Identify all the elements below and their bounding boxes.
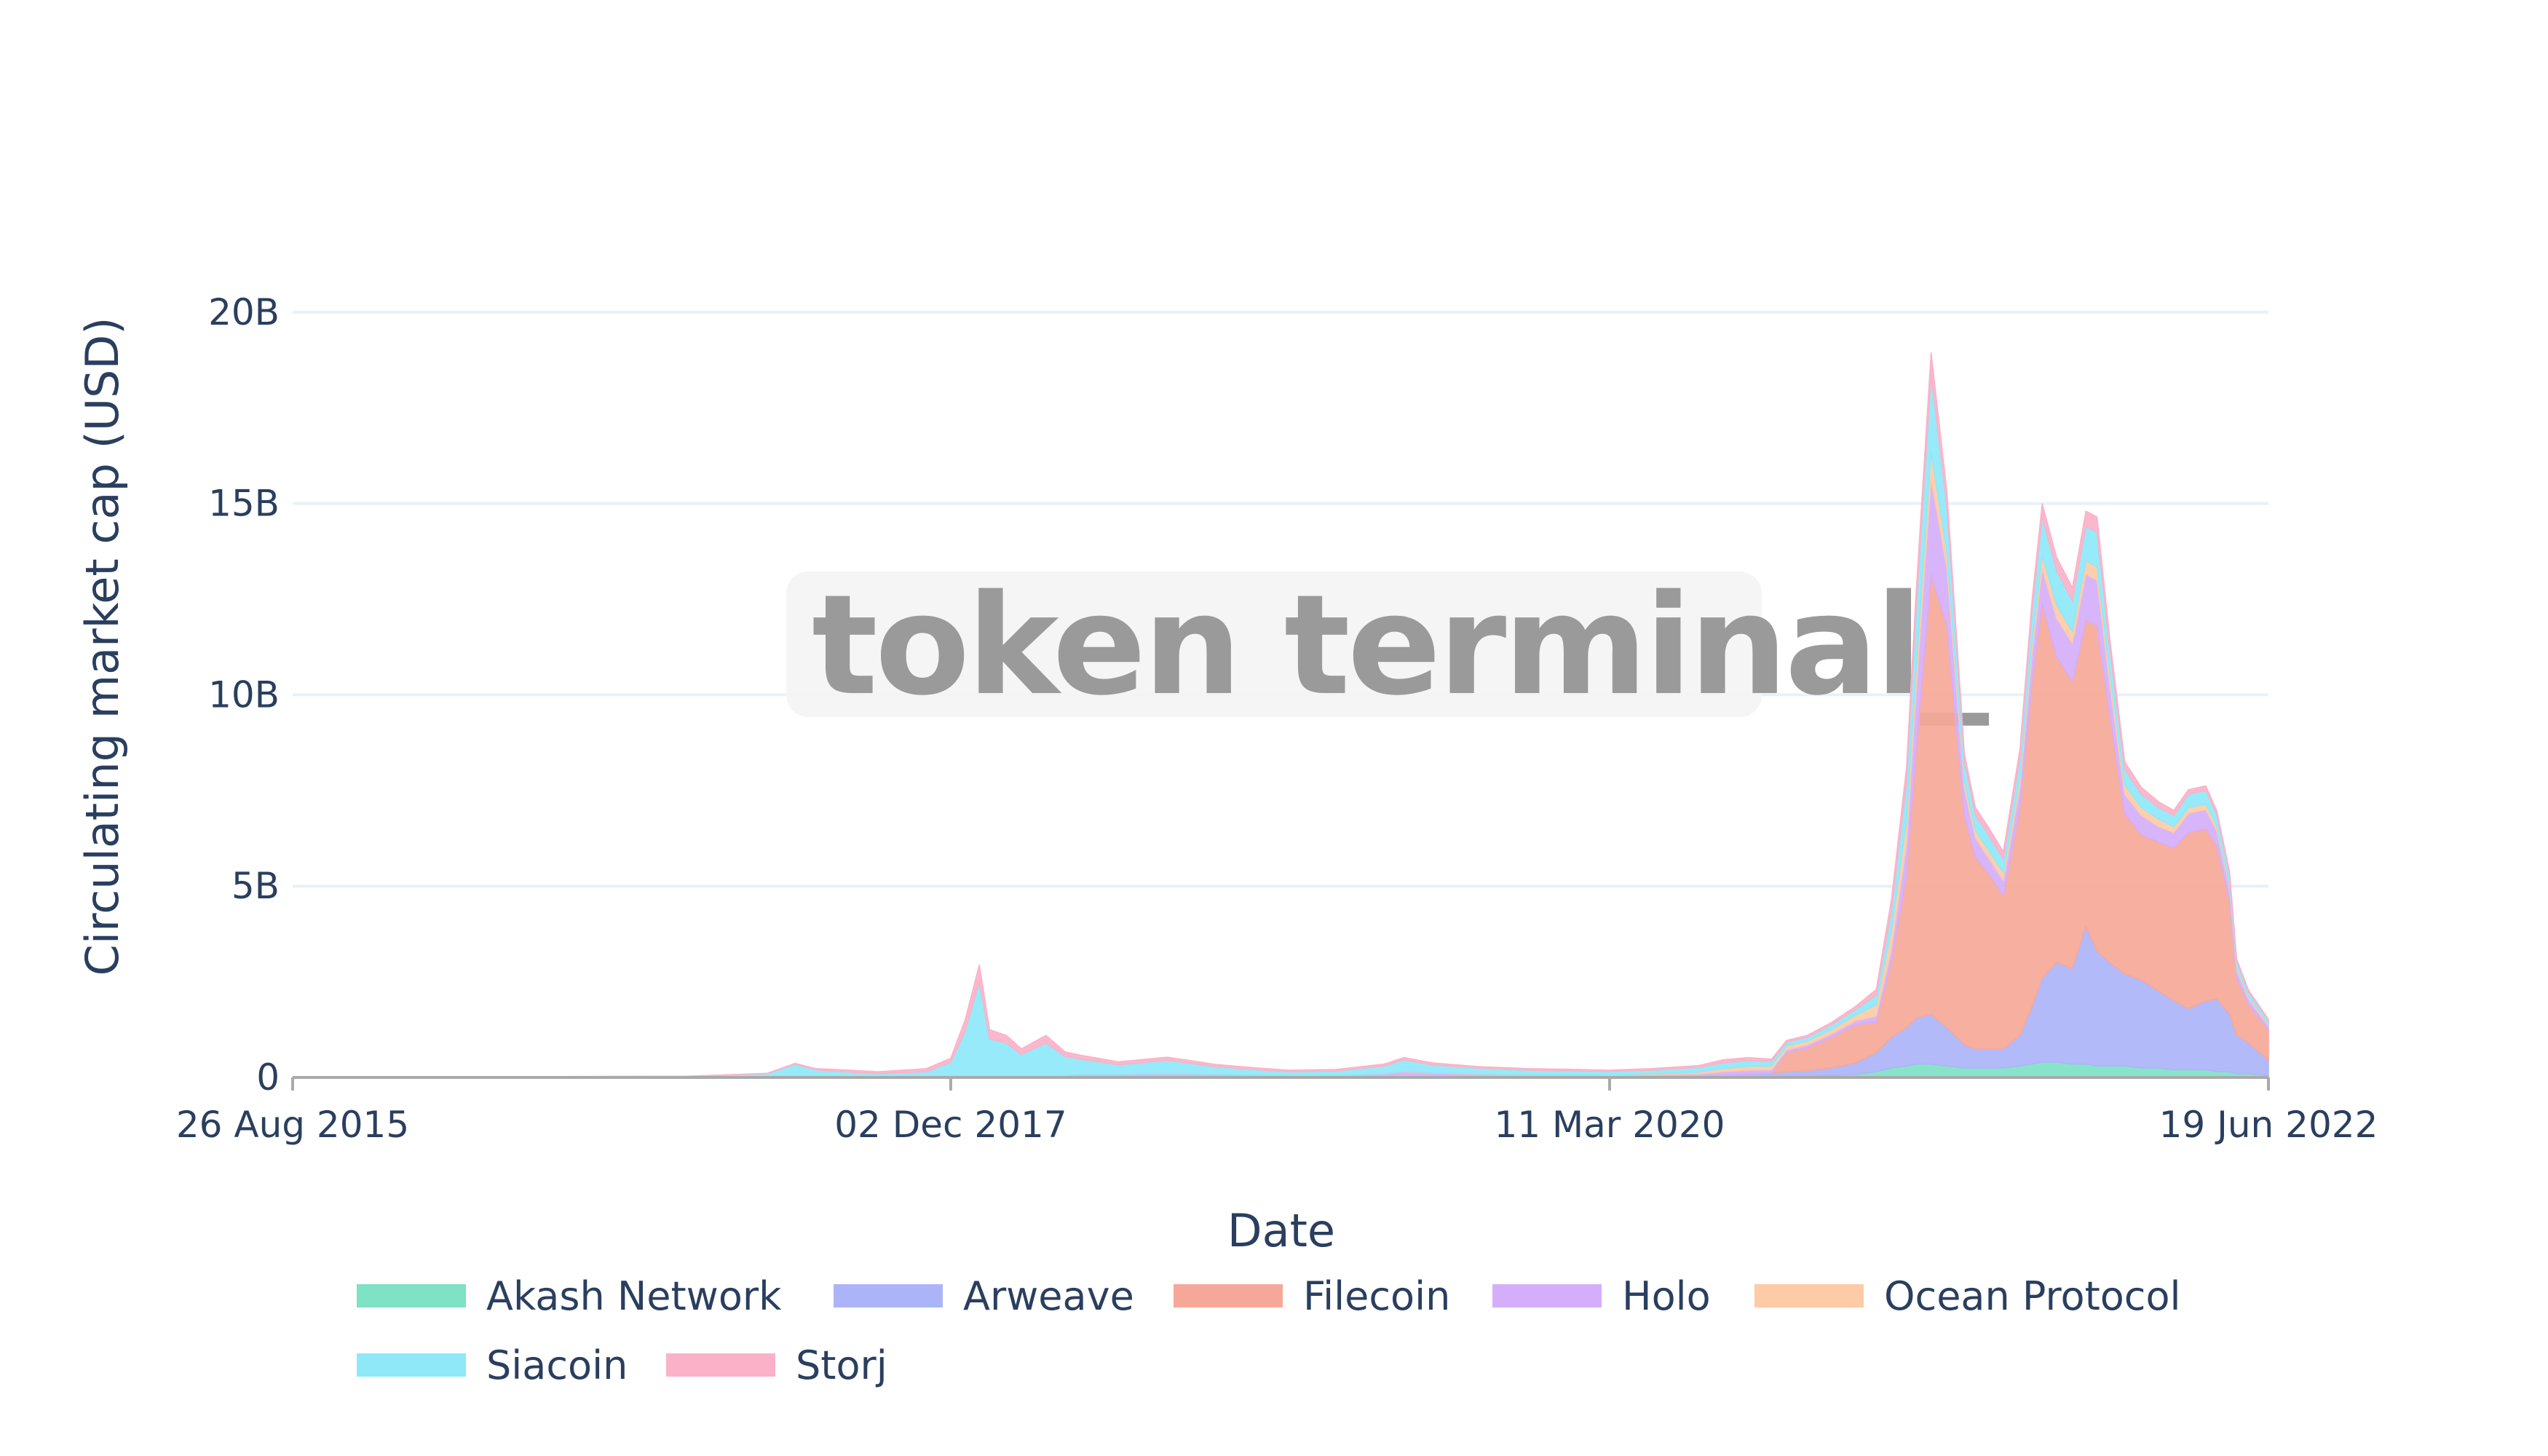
legend-item-storj[interactable]: Storj: [666, 1342, 887, 1388]
y-tick-label: 0: [256, 1056, 280, 1099]
legend-label: Filecoin: [1303, 1273, 1450, 1319]
x-tick-label: 11 Mar 2020: [1494, 1104, 1725, 1146]
legend-swatch: [666, 1353, 775, 1377]
y-tick-label: 10B: [208, 673, 280, 716]
legend: Akash Network Arweave Filecoin Holo Ocean Pr…: [357, 1273, 2181, 1388]
axes: [291, 1076, 2270, 1091]
legend-swatch: [357, 1284, 466, 1307]
watermark-background: [786, 571, 1762, 717]
x-axis-title: Date: [1227, 1204, 1335, 1257]
legend-label: Ocean Protocol: [1884, 1273, 2181, 1319]
x-tick-labels: 26 Aug 2015 02 Dec 2017 11 Mar 2020 19 Jun …: [176, 1104, 2378, 1146]
legend-item-ocean-protocol[interactable]: Ocean Protocol: [1754, 1273, 2181, 1319]
legend-label: Arweave: [963, 1273, 1134, 1319]
legend-swatch: [834, 1284, 943, 1307]
legend-swatch: [1754, 1284, 1864, 1307]
legend-item-arweave[interactable]: Arweave: [834, 1273, 1134, 1319]
legend-label: Storj: [796, 1342, 887, 1388]
legend-label: Akash Network: [486, 1273, 782, 1319]
y-tick-label: 20B: [208, 291, 280, 333]
x-tick-label: 26 Aug 2015: [176, 1104, 409, 1146]
legend-swatch: [357, 1353, 466, 1377]
area-series-storj: [292, 352, 2269, 1078]
x-tick-label: 19 Jun 2022: [2159, 1104, 2378, 1146]
y-axis-title: Circulating market cap (USD): [76, 317, 129, 976]
watermark: token terminal_: [786, 565, 1992, 726]
legend-swatch: [1174, 1284, 1283, 1307]
watermark-text: token terminal_: [812, 565, 1989, 726]
legend-item-akash-network[interactable]: Akash Network: [357, 1273, 782, 1319]
y-tick-label: 15B: [208, 483, 280, 525]
x-tick-label: 02 Dec 2017: [834, 1104, 1067, 1146]
legend-item-siacoin[interactable]: Siacoin: [357, 1342, 628, 1388]
legend-swatch: [1492, 1284, 1602, 1307]
legend-label: Holo: [1622, 1273, 1711, 1319]
legend-item-holo[interactable]: Holo: [1492, 1273, 1711, 1319]
y-tick-labels: 0 5B 10B 15B 20B: [208, 291, 280, 1099]
legend-label: Siacoin: [486, 1342, 628, 1388]
y-tick-label: 5B: [232, 865, 280, 907]
legend-item-filecoin[interactable]: Filecoin: [1174, 1273, 1450, 1319]
